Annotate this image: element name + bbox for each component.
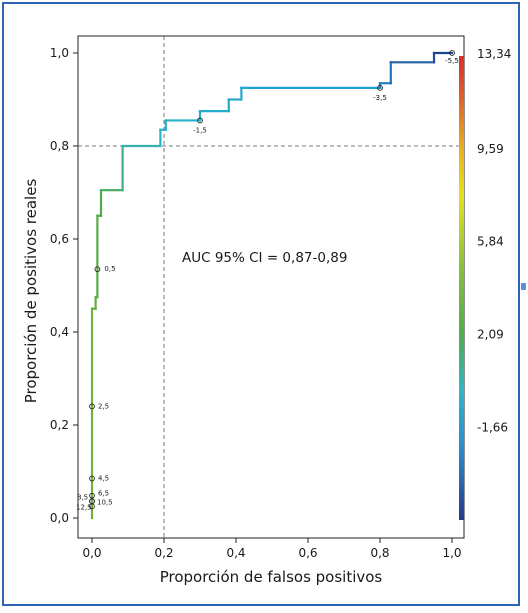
y-tick-label: 0,2: [50, 418, 69, 432]
threshold-label: -1,5: [193, 126, 207, 134]
x-axis-title: Proporción de falsos positivos: [160, 568, 383, 586]
roc-curve: [90, 51, 454, 520]
y-tick-label: 0,0: [50, 511, 69, 525]
x-tick-label: 0,4: [226, 546, 245, 560]
threshold-label: 4,5: [98, 474, 109, 482]
figure-frame: [2, 2, 520, 606]
threshold-label: 12,5: [76, 503, 92, 511]
threshold-label: 2,5: [98, 402, 109, 410]
x-tick-label: 0,6: [298, 546, 317, 560]
x-tick-label: 0,2: [154, 546, 173, 560]
colorbar-tick-label: 2,09: [477, 328, 504, 342]
auc-annotation: AUC 95% CI = 0,87-0,89: [182, 250, 347, 266]
threshold-label: 10,5: [97, 498, 113, 506]
threshold-point: [94, 266, 101, 273]
y-axis-title: Proporción de positivos reales: [22, 179, 40, 404]
threshold-point: [377, 85, 383, 91]
threshold-label: -5,5: [445, 57, 459, 65]
threshold-point: [89, 403, 95, 410]
colorbar: [459, 56, 464, 520]
threshold-label: 6,5: [98, 490, 109, 498]
y-tick-label: 0,6: [50, 232, 69, 246]
plot-area: [77, 35, 465, 539]
threshold-label: -3,5: [373, 94, 387, 102]
y-tick-label: 1,0: [50, 46, 69, 60]
resize-handle[interactable]: [521, 283, 526, 290]
threshold-point: [89, 475, 95, 482]
x-tick-label: 0,0: [82, 546, 101, 560]
threshold-point: [197, 117, 203, 124]
y-tick-label: 0,4: [50, 325, 69, 339]
threshold-label: 8,5: [77, 493, 88, 501]
x-tick-label: 1,0: [442, 546, 461, 560]
threshold-point: [89, 498, 95, 505]
colorbar-tick-label: 13,34: [477, 47, 511, 61]
x-tick-label: 0,8: [370, 546, 389, 560]
y-tick-label: 0,8: [50, 139, 69, 153]
threshold-point: [449, 50, 455, 56]
colorbar-tick-label: -1,66: [477, 420, 508, 434]
threshold-point: [89, 492, 95, 499]
threshold-label: 0,5: [104, 265, 115, 273]
colorbar-tick-label: 5,84: [477, 235, 504, 249]
colorbar-tick-label: 9,59: [477, 142, 504, 156]
